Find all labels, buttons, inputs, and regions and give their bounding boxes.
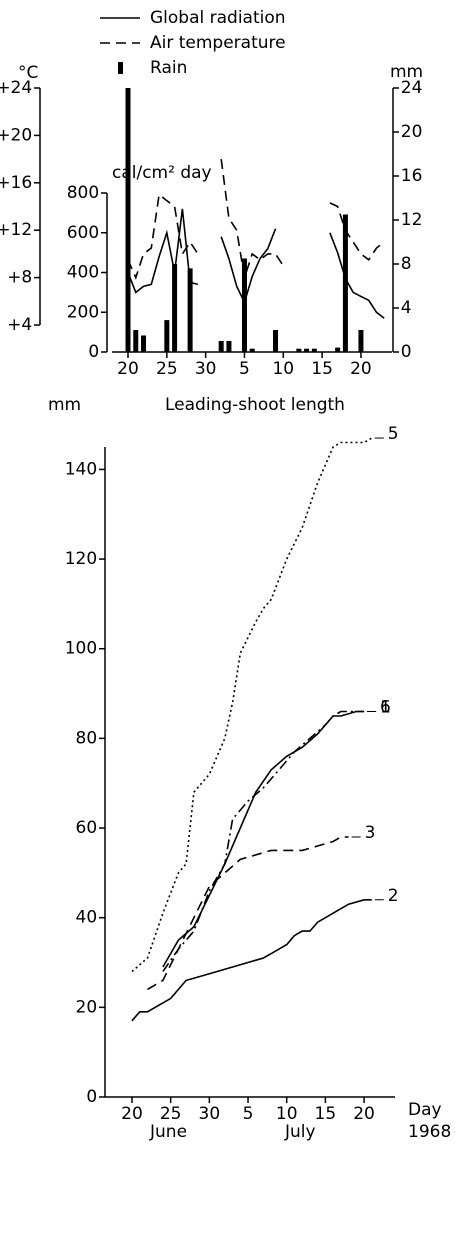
y-tick-label: +16: [0, 173, 32, 193]
rain-bar: [296, 348, 302, 352]
axis-label: mm: [48, 395, 81, 415]
data-line: [147, 836, 349, 991]
x-tick-label: 10: [276, 1104, 298, 1124]
data-line: [131, 899, 372, 1022]
legend-label: Global radiation: [150, 8, 286, 28]
y-tick-label: 60: [76, 818, 98, 838]
x-sublabel: 1968: [408, 1122, 451, 1142]
x-sublabel: June: [149, 1122, 187, 1142]
axis-label: cal/cm² day: [112, 163, 212, 183]
chart-title: Leading-shoot length: [165, 395, 345, 415]
rain-bar: [249, 348, 255, 352]
x-tick-label: 15: [311, 359, 333, 379]
x-tick-label: 20: [353, 1104, 375, 1124]
rain-bar: [172, 264, 178, 352]
rain-bar: [133, 330, 139, 352]
y-tick-label: 12: [401, 210, 423, 230]
rain-bar: [241, 258, 247, 352]
axis-label: Day: [408, 1100, 442, 1120]
rain-bar: [164, 320, 170, 352]
data-line: [162, 710, 365, 972]
legend-label: Air temperature: [150, 33, 286, 53]
y-tick-label: 8: [401, 254, 412, 274]
series-label: 1: [380, 697, 391, 717]
y-tick-label: 0: [88, 342, 99, 362]
rain-bar: [311, 348, 317, 352]
y-tick-label: 4: [401, 298, 412, 318]
y-tick-label: 100: [65, 639, 97, 659]
x-tick-label: 25: [160, 1104, 182, 1124]
rain-bar: [125, 88, 131, 352]
rain-bar: [358, 330, 364, 352]
legend-label: Rain: [150, 58, 187, 78]
y-tick-label: +24: [0, 78, 32, 98]
rain-bar: [273, 330, 279, 352]
x-tick-label: 20: [350, 359, 372, 379]
x-tick-label: 10: [272, 359, 294, 379]
rain-bar: [187, 268, 193, 352]
rain-bar: [304, 348, 310, 352]
x-tick-label: 20: [117, 359, 139, 379]
series-label: 2: [388, 886, 399, 906]
series-label: 3: [365, 823, 376, 843]
y-tick-label: +12: [0, 220, 32, 240]
series-label: 5: [388, 424, 399, 444]
x-tick-label: 25: [156, 359, 178, 379]
y-tick-label: +4: [7, 315, 32, 335]
y-tick-label: 20: [76, 997, 98, 1017]
series-label: 6: [380, 697, 391, 717]
y-tick-label: 0: [401, 342, 412, 362]
y-tick-label: 20: [401, 122, 423, 142]
rain-bar: [218, 341, 224, 352]
y-tick-label: 40: [76, 908, 98, 928]
x-tick-label: 5: [239, 359, 250, 379]
y-tick-label: 400: [67, 263, 99, 283]
y-tick-label: +8: [7, 268, 32, 288]
axis-label: mm: [390, 62, 423, 82]
y-tick-label: 0: [86, 1087, 97, 1107]
y-tick-label: 24: [401, 78, 423, 98]
rain-bar: [141, 335, 147, 352]
data-line: [127, 158, 385, 280]
y-tick-label: 16: [401, 166, 423, 186]
data-line: [131, 437, 373, 973]
data-line: [162, 710, 365, 968]
rain-bar: [342, 214, 348, 352]
x-tick-label: 30: [195, 359, 217, 379]
y-tick-label: 80: [76, 728, 98, 748]
rain-bar: [226, 341, 232, 352]
y-tick-label: 120: [65, 549, 97, 569]
axis-label: °C: [18, 63, 38, 83]
rain-bar: [335, 347, 341, 352]
x-tick-label: 5: [243, 1104, 254, 1124]
y-tick-label: 140: [65, 459, 97, 479]
data-line: [127, 208, 385, 319]
x-sublabel: July: [284, 1122, 316, 1142]
y-tick-label: 600: [67, 223, 99, 243]
x-tick-label: 15: [315, 1104, 337, 1124]
y-tick-label: +20: [0, 125, 32, 145]
x-tick-label: 30: [199, 1104, 221, 1124]
legend-swatch: [118, 62, 123, 74]
y-tick-label: 800: [67, 183, 99, 203]
x-tick-label: 20: [121, 1104, 143, 1124]
y-tick-label: 200: [67, 302, 99, 322]
